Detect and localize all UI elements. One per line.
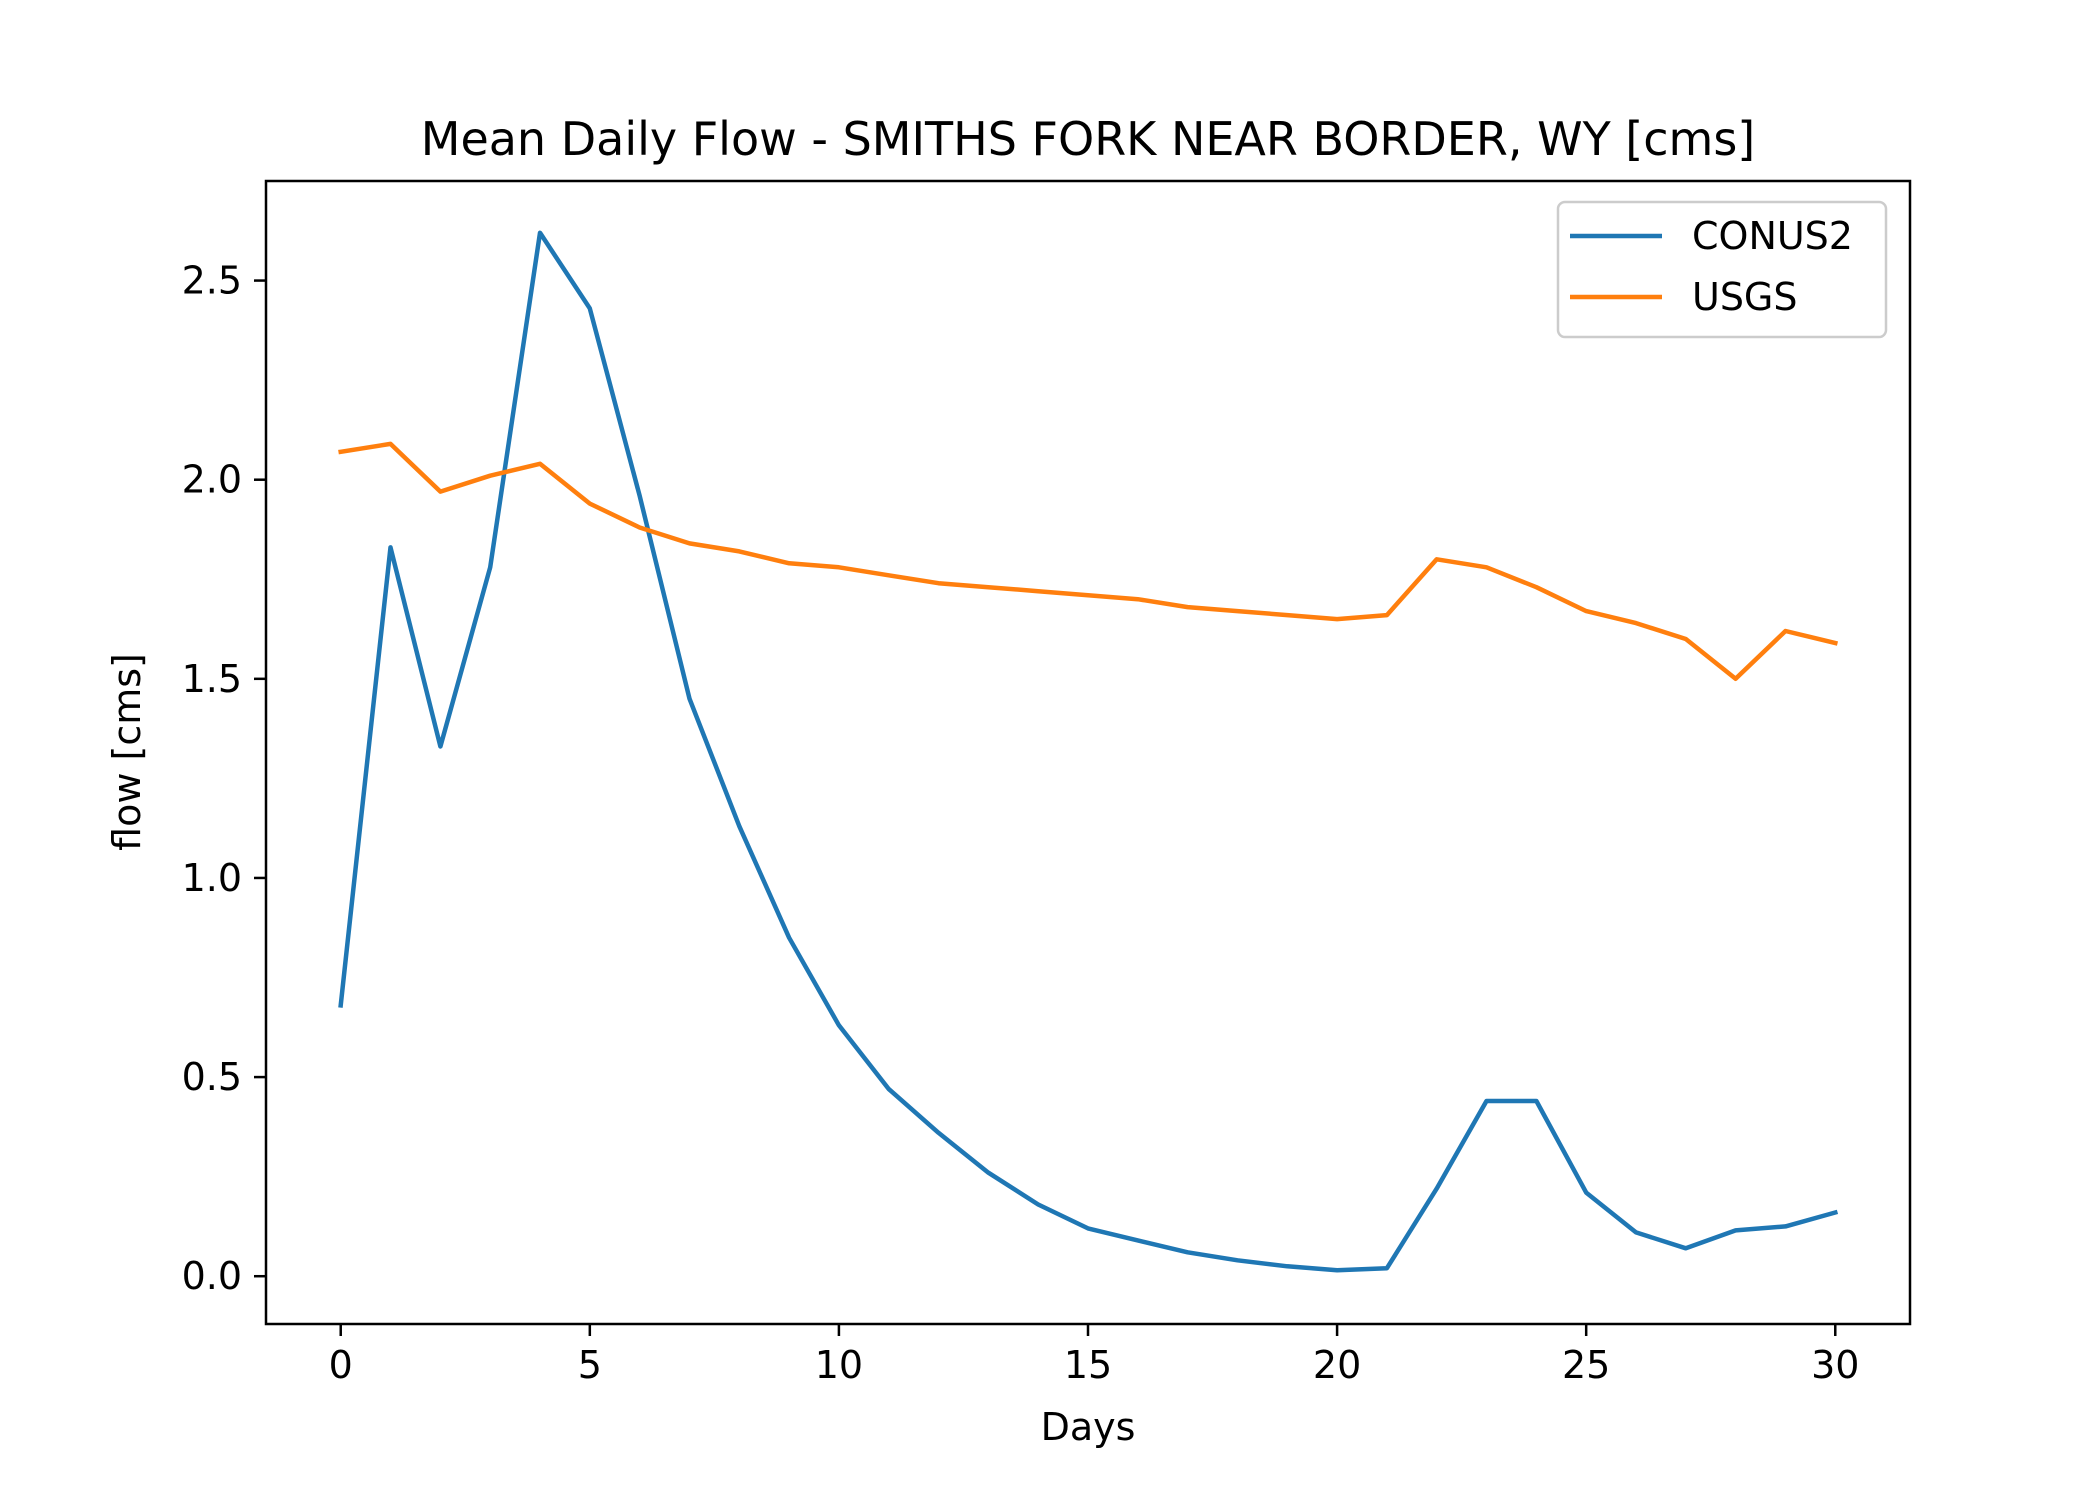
series-line-usgs bbox=[338, 441, 1839, 682]
series-line-conus2 bbox=[338, 230, 1839, 1273]
x-axis-label: Days bbox=[1041, 1405, 1136, 1449]
x-tick-label: 20 bbox=[1313, 1343, 1361, 1387]
x-axis-ticks: 0 5 10 15 20 25 30 bbox=[329, 1324, 1859, 1387]
legend: CONUS2 USGS bbox=[1556, 200, 1888, 339]
y-axis-label: flow [cms] bbox=[105, 653, 149, 851]
legend-label-conus2: CONUS2 bbox=[1692, 214, 1853, 258]
chart-title: Mean Daily Flow - SMITHS FORK NEAR BORDE… bbox=[421, 112, 1756, 166]
y-tick-label: 2.0 bbox=[182, 458, 242, 502]
x-tick-label: 25 bbox=[1562, 1343, 1610, 1387]
x-tick-label: 10 bbox=[815, 1343, 863, 1387]
y-tick-label: 1.5 bbox=[182, 657, 242, 701]
y-tick-label: 0.5 bbox=[182, 1055, 242, 1099]
plot-lines bbox=[338, 230, 1839, 1273]
legend-label-usgs: USGS bbox=[1692, 275, 1798, 319]
x-tick-label: 0 bbox=[329, 1343, 353, 1387]
y-tick-label: 2.5 bbox=[182, 259, 242, 303]
x-tick-label: 30 bbox=[1811, 1343, 1859, 1387]
x-tick-label: 15 bbox=[1064, 1343, 1112, 1387]
y-tick-label: 0.0 bbox=[182, 1254, 242, 1298]
x-tick-label: 5 bbox=[578, 1343, 602, 1387]
y-tick-label: 1.0 bbox=[182, 856, 242, 900]
y-axis-ticks: 0.0 0.5 1.0 1.5 2.0 2.5 bbox=[182, 259, 266, 1298]
